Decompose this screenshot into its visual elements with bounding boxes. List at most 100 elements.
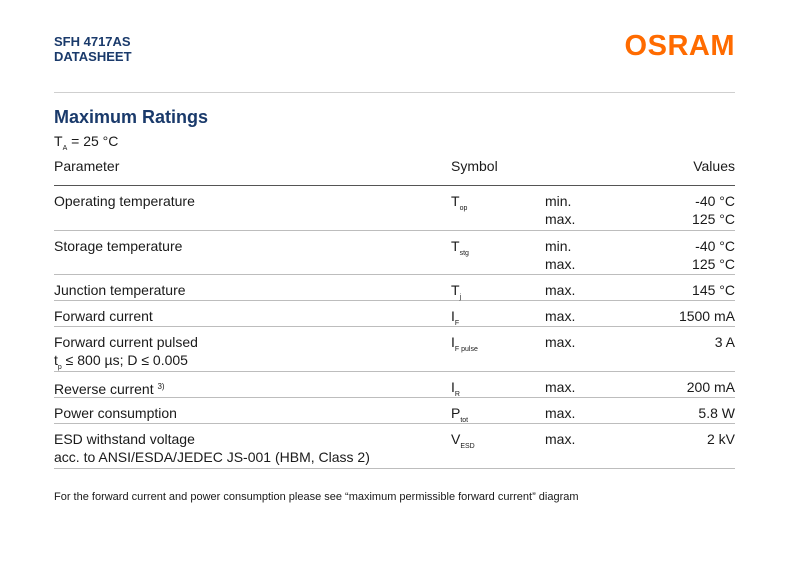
symbol-cell: VESD xyxy=(451,430,475,456)
symbol-subscript: op xyxy=(459,205,468,212)
value-cell: 2 kV xyxy=(707,430,735,448)
limit-label: max. xyxy=(545,282,576,298)
limit-label: max. xyxy=(545,308,576,324)
symbol-subscript: F xyxy=(454,320,460,327)
symbol-subscript: tot xyxy=(460,417,469,424)
column-header-symbol: Symbol xyxy=(451,158,498,174)
limit-cell: max. xyxy=(545,430,575,448)
parameter-name: Storage temperature xyxy=(54,238,183,254)
parameter-cell: Junction temperature xyxy=(54,281,186,299)
doc-type: DATASHEET xyxy=(54,49,132,64)
condition-text: ≤ 800 µs; D ≤ 0.005 xyxy=(61,352,188,368)
value-text: -40 °C xyxy=(695,193,735,209)
symbol-cell: Tstg xyxy=(451,237,469,263)
value-text: 1500 mA xyxy=(678,308,735,324)
parameter-cell: Operating temperature xyxy=(54,192,195,210)
table-row: Reverse current 3) IR max. 200 mA xyxy=(54,372,735,398)
value-text: 5.8 W xyxy=(698,405,735,421)
symbol-cell: Tj xyxy=(451,281,461,307)
value-text: -40 °C xyxy=(695,238,735,254)
limit-label: max. xyxy=(545,211,576,227)
table-row: Operating temperature Top min. max. -40 °C 12… xyxy=(54,186,735,231)
parameter-name: Forward current pulsed xyxy=(54,334,198,350)
product-header: SFH 4717AS DATASHEET xyxy=(54,34,132,64)
limit-cell: max. xyxy=(545,307,575,325)
value-cell: -40 °C 125 °C xyxy=(692,192,735,228)
symbol-main: T xyxy=(451,193,460,209)
parameter-name: Junction temperature xyxy=(54,282,186,298)
value-text: 3 A xyxy=(714,334,735,350)
value-text: 2 kV xyxy=(706,431,735,447)
parameter-name: Operating temperature xyxy=(54,193,195,209)
limit-label: max. xyxy=(545,334,576,350)
limit-cell: max. xyxy=(545,281,575,299)
parameter-cell: Forward current pulsed tp ≤ 800 µs; D ≤ 0… xyxy=(54,333,198,377)
table-row: Forward current IF max. 1500 mA xyxy=(54,301,735,327)
symbol-main: T xyxy=(451,238,460,254)
parameter-condition: tp ≤ 800 µs; D ≤ 0.005 xyxy=(54,351,198,377)
parameter-name: Forward current xyxy=(54,308,153,324)
symbol-cell: IF pulse xyxy=(451,333,478,359)
table-header: Parameter Symbol Values xyxy=(54,155,735,186)
symbol-cell: Top xyxy=(451,192,467,218)
limit-cell: min. max. xyxy=(545,237,575,273)
parameter-cell: ESD withstand voltage acc. to ANSI/ESDA/J… xyxy=(54,430,370,466)
limit-label: max. xyxy=(545,431,576,447)
value-cell: 3 A xyxy=(715,333,735,351)
condition-subscript: A xyxy=(62,145,68,152)
footnote-ref: 3) xyxy=(157,382,165,391)
symbol-subscript: stg xyxy=(459,250,469,257)
footnote: For the forward current and power consum… xyxy=(54,491,579,503)
limit-label: max. xyxy=(545,379,576,395)
condition-symbol: t xyxy=(54,352,58,368)
symbol-main: I xyxy=(451,334,455,350)
table-row: ESD withstand voltage acc. to ANSI/ESDA/J… xyxy=(54,424,735,469)
parameter-cell: Reverse current 3) xyxy=(54,378,165,398)
parameter-name: Reverse current xyxy=(54,381,154,397)
value-text: 125 °C xyxy=(692,211,735,227)
table-row: Power consumption Ptot max. 5.8 W xyxy=(54,398,735,424)
ambient-condition: TA = 25 °C xyxy=(54,133,118,152)
value-cell: 200 mA xyxy=(687,378,735,396)
table-body: Operating temperature Top min. max. -40 °C 12… xyxy=(54,186,735,469)
column-header-values: Values xyxy=(693,158,735,174)
limit-cell: max. xyxy=(545,378,575,396)
symbol-main: P xyxy=(451,405,461,421)
parameter-cell: Storage temperature xyxy=(54,237,182,255)
condition-symbol: T xyxy=(54,133,63,149)
table-row: Junction temperature Tj max. 145 °C xyxy=(54,275,735,301)
symbol-cell: IF xyxy=(451,307,459,333)
limit-cell: max. xyxy=(545,404,575,422)
value-cell: 1500 mA xyxy=(679,307,735,325)
condition-subscript: p xyxy=(57,364,62,371)
value-text: 145 °C xyxy=(692,282,735,298)
value-text: 200 mA xyxy=(686,379,735,395)
limit-cell: max. xyxy=(545,333,575,351)
limit-label: max. xyxy=(545,405,576,421)
symbol-subscript: j xyxy=(459,294,462,301)
value-cell: -40 °C 125 °C xyxy=(692,237,735,273)
parameter-note: acc. to ANSI/ESDA/JEDEC JS-001 (HBM, Cla… xyxy=(54,449,370,465)
limit-cell: min. max. xyxy=(545,192,575,228)
limit-label: max. xyxy=(545,256,576,272)
header-divider xyxy=(54,92,735,93)
limit-label: min. xyxy=(545,193,572,209)
product-name: SFH 4717AS xyxy=(54,34,131,49)
value-cell: 5.8 W xyxy=(698,404,735,422)
table-row: Storage temperature Tstg min. max. -40 °C 125… xyxy=(54,231,735,275)
parameter-name: ESD withstand voltage xyxy=(54,431,195,447)
table-row: Forward current pulsed tp ≤ 800 µs; D ≤ 0… xyxy=(54,327,735,372)
section-title: Maximum Ratings xyxy=(54,107,209,127)
symbol-main: I xyxy=(451,379,455,395)
value-text: 125 °C xyxy=(692,256,735,272)
max-ratings-table: Parameter Symbol Values Operating temper… xyxy=(54,155,735,469)
parameter-cell: Power consumption xyxy=(54,404,177,422)
column-header-parameter: Parameter xyxy=(54,158,120,174)
symbol-subscript: R xyxy=(454,391,460,398)
symbol-main: T xyxy=(451,282,460,298)
symbol-main: V xyxy=(451,431,461,447)
symbol-cell: IR xyxy=(451,378,460,404)
symbol-main: I xyxy=(451,308,455,324)
symbol-subscript: ESD xyxy=(460,443,475,450)
limit-label: min. xyxy=(545,238,572,254)
